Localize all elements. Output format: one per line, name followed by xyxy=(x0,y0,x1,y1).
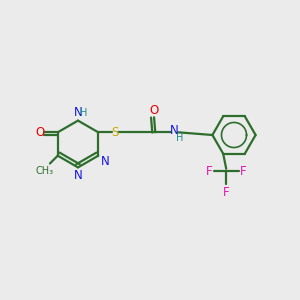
Text: N: N xyxy=(100,154,109,168)
Text: N: N xyxy=(74,169,82,182)
Text: H: H xyxy=(176,133,184,143)
Text: N: N xyxy=(170,124,179,137)
Text: O: O xyxy=(149,104,159,117)
Text: H: H xyxy=(80,108,88,118)
Text: N: N xyxy=(74,106,82,119)
Text: S: S xyxy=(111,126,118,139)
Text: F: F xyxy=(206,165,212,178)
Text: CH₃: CH₃ xyxy=(36,166,54,176)
Text: O: O xyxy=(35,126,45,139)
Text: F: F xyxy=(240,165,247,178)
Text: F: F xyxy=(223,186,230,199)
